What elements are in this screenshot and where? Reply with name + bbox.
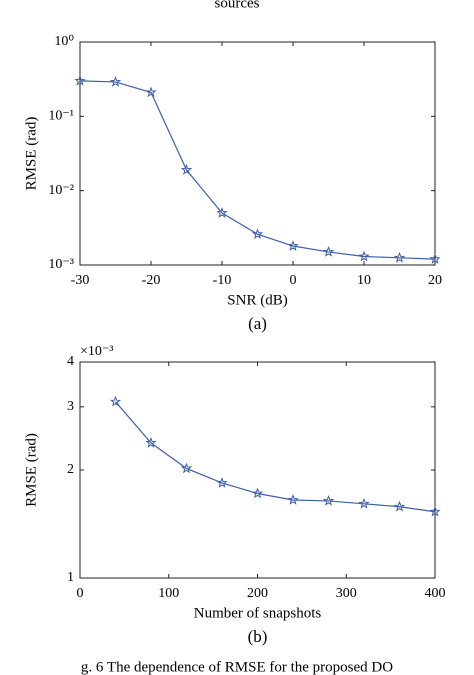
x-tick-label: -30 bbox=[71, 273, 90, 288]
y-tick-label: 3 bbox=[67, 399, 74, 414]
data-point bbox=[287, 240, 299, 251]
x-tick-label: 10 bbox=[357, 273, 371, 288]
y-tick-label: 10⁻³ bbox=[48, 257, 74, 272]
panel-label: (b) bbox=[248, 627, 268, 646]
x-tick-label: -20 bbox=[142, 273, 161, 288]
data-point bbox=[145, 436, 157, 448]
plot-frame bbox=[79, 41, 436, 266]
y-axis-label: RMSE (rad) bbox=[23, 117, 39, 191]
header-fragment: sources bbox=[215, 0, 260, 11]
x-axis-label: SNR (dB) bbox=[227, 292, 287, 308]
data-point bbox=[322, 245, 335, 257]
y-tick-label: 4 bbox=[67, 354, 74, 369]
data-point bbox=[216, 477, 228, 488]
data-point bbox=[109, 76, 122, 87]
plot-frame bbox=[79, 361, 436, 579]
data-point bbox=[322, 494, 335, 506]
data-point bbox=[251, 487, 264, 499]
x-tick-label: -10 bbox=[213, 273, 232, 288]
x-axis-label: Number of snapshots bbox=[194, 605, 322, 621]
x-tick-label: 0 bbox=[77, 586, 84, 601]
y-axis-label: RMSE (rad) bbox=[23, 433, 39, 507]
series-line bbox=[79, 80, 436, 260]
data-point bbox=[429, 253, 441, 264]
data-point bbox=[393, 251, 406, 263]
data-point bbox=[358, 497, 370, 509]
data-point bbox=[216, 207, 228, 218]
x-tick-label: 0 bbox=[290, 273, 297, 288]
data-point bbox=[180, 462, 193, 474]
x-tick-label: 400 bbox=[425, 586, 446, 601]
panel-label: (a) bbox=[248, 314, 267, 333]
data-point bbox=[109, 395, 122, 407]
x-tick-label: 200 bbox=[247, 586, 268, 601]
y-tick-label: 1 bbox=[67, 570, 74, 585]
data-point bbox=[393, 500, 406, 512]
data-point bbox=[251, 228, 264, 239]
data-point bbox=[180, 164, 193, 175]
data-point bbox=[74, 74, 86, 86]
data-point bbox=[358, 250, 370, 262]
x-tick-label: 100 bbox=[158, 586, 179, 601]
data-point bbox=[145, 86, 157, 98]
y-tick-label: 10⁻¹ bbox=[48, 109, 74, 124]
y-tick-label: 2 bbox=[67, 462, 74, 477]
caption: g. 6 The dependence of RMSE for the prop… bbox=[81, 659, 393, 675]
y-multiplier: ×10⁻³ bbox=[80, 344, 113, 359]
x-tick-label: 20 bbox=[428, 273, 442, 288]
data-point bbox=[429, 505, 441, 517]
y-tick-label: 10⁻² bbox=[48, 183, 74, 198]
x-tick-label: 300 bbox=[336, 586, 357, 601]
series-line bbox=[115, 401, 436, 513]
data-point bbox=[287, 494, 299, 505]
y-tick-label: 10⁰ bbox=[54, 34, 74, 49]
